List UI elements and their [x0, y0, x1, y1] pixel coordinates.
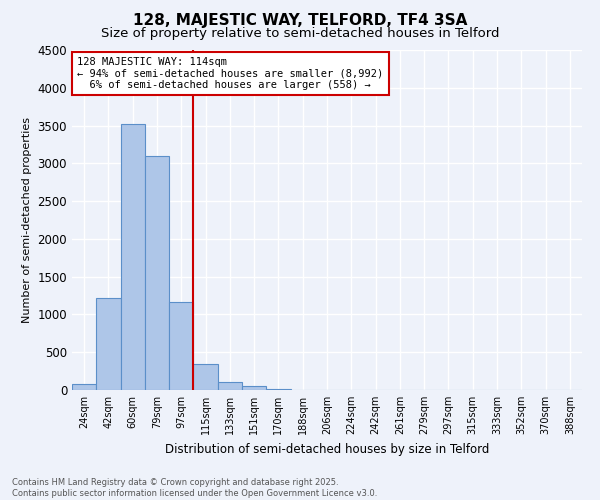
Bar — [193, 364, 218, 390]
Bar — [242, 386, 266, 390]
Y-axis label: Number of semi-detached properties: Number of semi-detached properties — [22, 117, 32, 323]
Text: Distribution of semi-detached houses by size in Telford: Distribution of semi-detached houses by … — [165, 442, 489, 456]
Text: Contains HM Land Registry data © Crown copyright and database right 2025.
Contai: Contains HM Land Registry data © Crown c… — [12, 478, 377, 498]
Text: 128, MAJESTIC WAY, TELFORD, TF4 3SA: 128, MAJESTIC WAY, TELFORD, TF4 3SA — [133, 12, 467, 28]
Bar — [72, 384, 96, 390]
Bar — [266, 389, 290, 390]
Bar — [169, 302, 193, 390]
Text: 128 MAJESTIC WAY: 114sqm
← 94% of semi-detached houses are smaller (8,992)
  6% : 128 MAJESTIC WAY: 114sqm ← 94% of semi-d… — [77, 57, 383, 90]
Bar — [121, 124, 145, 390]
Text: Size of property relative to semi-detached houses in Telford: Size of property relative to semi-detach… — [101, 28, 499, 40]
Bar — [96, 298, 121, 390]
Bar — [145, 156, 169, 390]
Bar — [218, 382, 242, 390]
